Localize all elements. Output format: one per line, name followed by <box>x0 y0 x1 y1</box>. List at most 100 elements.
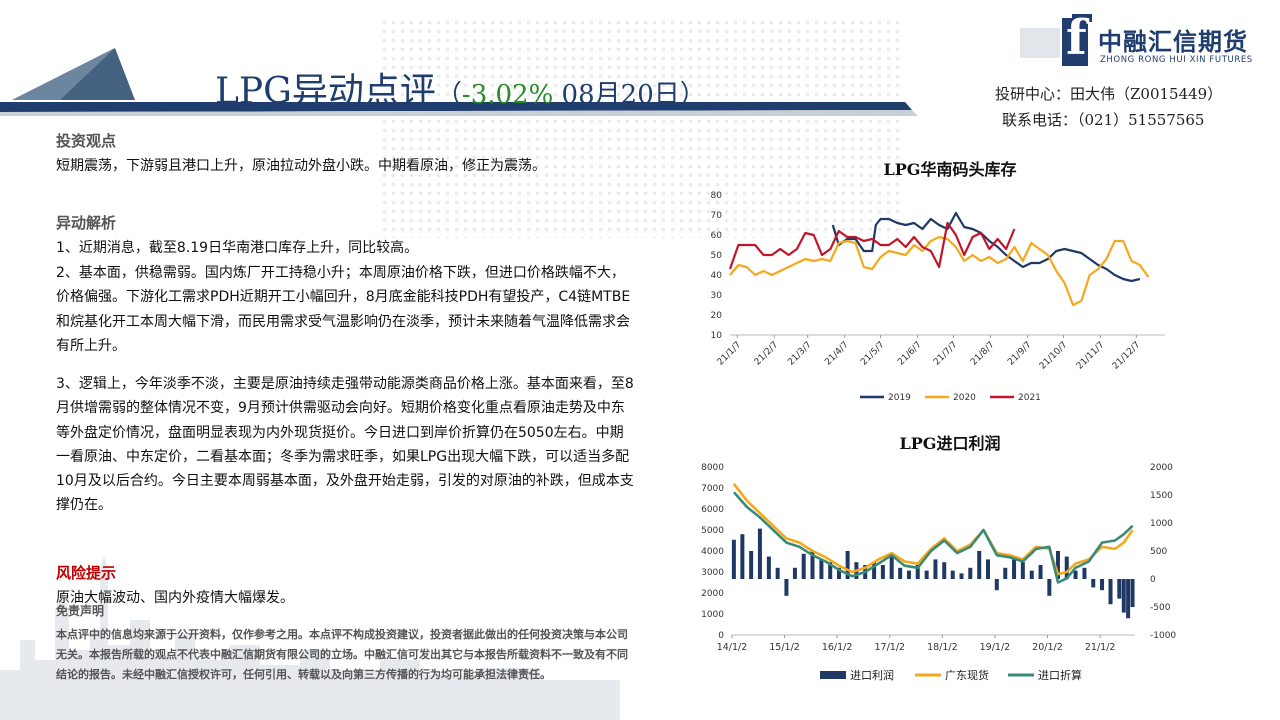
analysis-point-1: 1、近期消息，截至8.19日华南港口库存上升，同比较高。 <box>56 240 419 256</box>
y-left-tick-label: 8000 <box>701 463 724 473</box>
x-tick-label: 21/5/7 <box>859 340 887 368</box>
risk-text: 原油大幅波动、国内外疫情大幅爆发。 <box>56 590 294 606</box>
title-main: LPG异动点评 <box>215 71 436 112</box>
x-tick-label: 21/1/7 <box>716 340 744 368</box>
legend-label-2021: 2021 <box>1018 393 1041 403</box>
profit-bar <box>889 556 894 579</box>
x-tick-label: 21/6/7 <box>896 340 924 368</box>
x-tick-label: 19/1/2 <box>980 642 1011 653</box>
title-change-pct: -3.02% <box>461 80 554 110</box>
y-tick-label: 70 <box>711 211 723 221</box>
analysis-point-3: 3、逻辑上，今年淡季不淡，主要是原油持续走强带动能源类商品价格上涨。基本面来看，… <box>56 376 634 514</box>
profit-bar <box>749 551 754 579</box>
y-left-tick-label: 7000 <box>701 484 724 494</box>
disclaimer-text: 本点评中的信息均来源于公开资料，仅作参考之用。本点评不构成投资建议，投资者据此做… <box>56 628 628 681</box>
profit-bar <box>942 562 947 579</box>
series-line-广东现货 <box>732 483 1134 576</box>
x-tick-label: 21/8/7 <box>969 340 997 368</box>
world-map-background <box>380 18 900 238</box>
city-skyline-background <box>0 555 620 720</box>
profit-bar <box>740 534 745 579</box>
legend-swatch-进口利润 <box>820 671 846 679</box>
contact-phone: 联系电话：（021）51557565 <box>1002 111 1205 129</box>
profit-bar <box>810 551 815 579</box>
inventory-chart: 10 20 30 40 50 60 70 80 21/1/7 21/2/7 21/3/7 21/4/7… <box>711 191 1165 403</box>
y-tick-label: 40 <box>711 271 723 281</box>
profit-bar <box>1091 579 1096 588</box>
x-tick-label: 21/3/7 <box>786 340 814 368</box>
y-left-tick-label: 2000 <box>701 589 724 599</box>
y-right-tick-label: 1500 <box>1150 491 1173 501</box>
x-tick-label: 17/1/2 <box>875 642 906 653</box>
profit-bar <box>1029 570 1034 579</box>
profit-bar <box>1073 570 1078 579</box>
legend-label-进口折算: 进口折算 <box>1038 668 1082 682</box>
page-title: LPG异动点评（-3.02% 08月20日） <box>215 62 706 114</box>
profit-bar <box>1130 579 1135 607</box>
profit-bar <box>819 559 824 579</box>
x-tick-label: 14/1/2 <box>717 642 748 653</box>
x-tick-label: 21/1/2 <box>1085 642 1116 653</box>
y-left-tick-label: 3000 <box>701 568 724 578</box>
profit-bar <box>872 562 877 579</box>
chart2-title: LPG进口利润 <box>899 434 1001 453</box>
disclaimer-heading: 免责声明 <box>56 604 105 618</box>
profit-bar <box>792 567 797 579</box>
y-tick-label: 80 <box>711 191 723 201</box>
analysis-heading: 异动解析 <box>56 214 117 232</box>
title-date: 08月20日） <box>553 80 706 110</box>
profit-bar <box>1003 567 1008 579</box>
legend-label-广东现货: 广东现货 <box>945 668 989 682</box>
profit-bar <box>906 570 911 579</box>
y-left-tick-label: 0 <box>718 631 724 641</box>
profit-bar <box>1055 551 1060 579</box>
series-line-2020 <box>729 235 1150 307</box>
profit-bar <box>845 551 850 579</box>
y-left-tick-label: 5000 <box>701 526 724 536</box>
legend-label-2019: 2019 <box>888 393 911 403</box>
x-tick-label: 21/9/7 <box>1006 340 1034 368</box>
y-left-tick-label: 4000 <box>701 547 724 557</box>
profit-bar <box>959 573 964 579</box>
legend-label-进口利润: 进口利润 <box>850 668 894 682</box>
y-tick-label: 30 <box>711 291 723 301</box>
x-tick-label: 18/1/2 <box>927 642 958 653</box>
profit-bar <box>836 567 841 579</box>
y-tick-label: 50 <box>711 251 723 261</box>
profit-bar <box>1038 565 1043 579</box>
y-tick-label: 20 <box>711 311 723 321</box>
profit-bar <box>775 567 780 579</box>
chart1-title: LPG华南码头库存 <box>883 160 1017 179</box>
x-tick-label: 16/1/2 <box>822 642 853 653</box>
y-right-tick-label: 2000 <box>1150 463 1173 473</box>
y-left-tick-label: 1000 <box>701 610 724 620</box>
y-right-tick-label: 500 <box>1150 547 1167 557</box>
profit-bar <box>994 579 999 591</box>
profit-bar <box>977 551 982 579</box>
logo-letter: f <box>1066 10 1087 66</box>
x-tick-label: 21/7/7 <box>932 340 960 368</box>
series-line-2021 <box>728 221 1016 270</box>
import-profit-chart: 010002000300040005000600070008000-1000-5… <box>701 463 1176 682</box>
profit-bar <box>1126 579 1131 619</box>
profit-bar <box>898 567 903 579</box>
profit-bar <box>801 553 806 579</box>
profit-bar <box>757 528 762 579</box>
legend-label-2020: 2020 <box>953 393 976 403</box>
profit-bar <box>933 559 938 579</box>
profit-bar <box>1064 556 1069 579</box>
profit-bar <box>924 570 929 579</box>
profit-bar <box>1082 567 1087 579</box>
x-tick-label: 21/4/7 <box>823 340 851 368</box>
y-right-tick-label: -500 <box>1150 603 1171 613</box>
series-line-进口折算 <box>732 491 1134 584</box>
profit-bar <box>968 567 973 579</box>
x-tick-label: 20/1/2 <box>1032 642 1063 653</box>
y-right-tick-label: -1000 <box>1150 631 1176 641</box>
profit-bar <box>766 556 771 579</box>
company-logo-name: 中融汇信期货 <box>1098 28 1248 56</box>
profit-bar <box>985 559 990 579</box>
title-open: （ <box>435 80 462 110</box>
profit-bar <box>1012 559 1017 579</box>
